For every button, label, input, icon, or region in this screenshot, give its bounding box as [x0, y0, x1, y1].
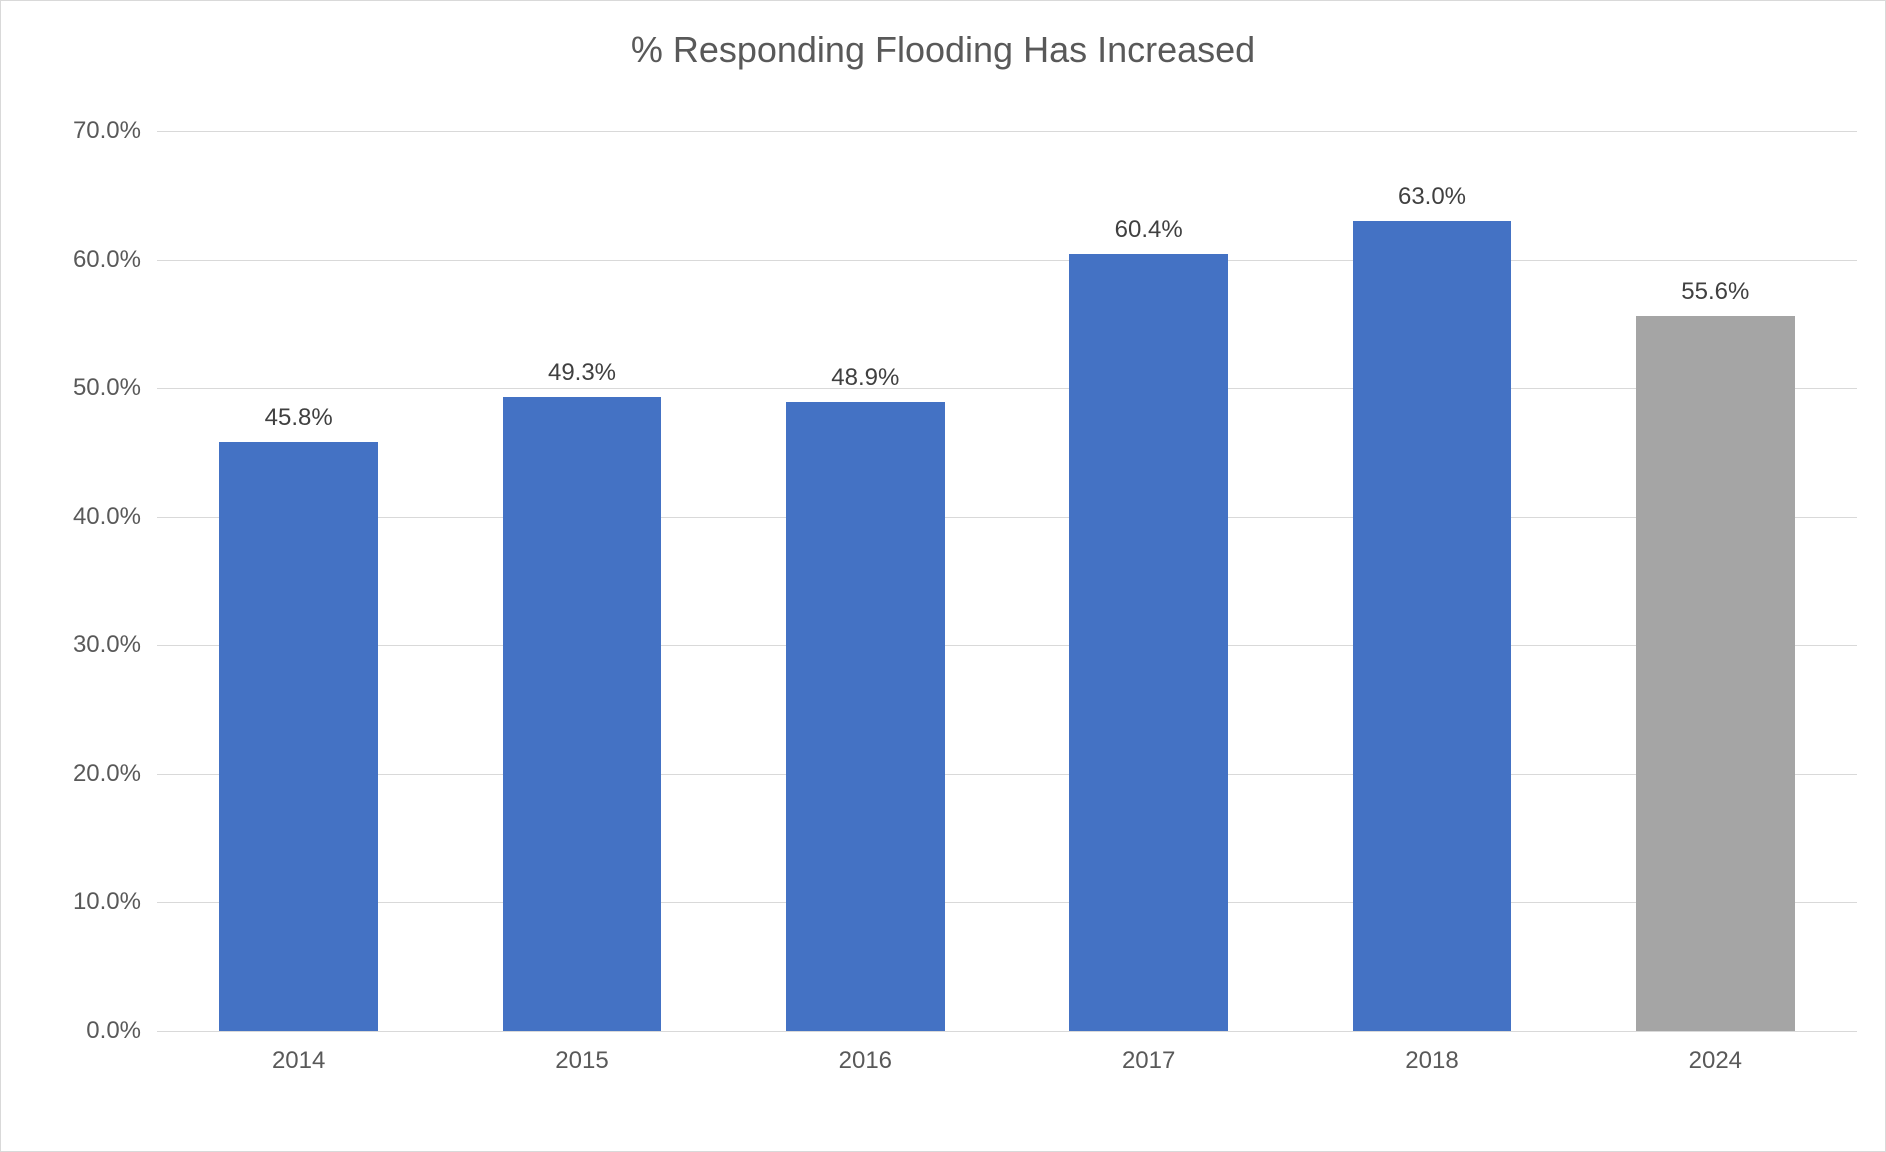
- bar: [503, 397, 662, 1031]
- gridline: [157, 774, 1857, 775]
- gridline: [157, 260, 1857, 261]
- bar-value-label: 60.4%: [1115, 216, 1183, 244]
- y-axis-tick-label: 40.0%: [1, 503, 141, 531]
- bar: [786, 402, 945, 1031]
- gridline: [157, 388, 1857, 389]
- y-axis-tick-label: 60.0%: [1, 246, 141, 274]
- bar-value-label: 55.6%: [1681, 278, 1749, 306]
- bar: [1069, 254, 1228, 1031]
- x-axis-tick-label: 2014: [272, 1047, 325, 1075]
- y-axis-tick-label: 50.0%: [1, 374, 141, 402]
- x-axis-tick-label: 2017: [1122, 1047, 1175, 1075]
- y-axis-tick-label: 0.0%: [1, 1017, 141, 1045]
- bar-value-label: 63.0%: [1398, 183, 1466, 211]
- gridline: [157, 517, 1857, 518]
- bar: [219, 442, 378, 1031]
- x-axis-tick-label: 2015: [555, 1047, 608, 1075]
- x-axis-tick-label: 2024: [1689, 1047, 1742, 1075]
- bar-value-label: 45.8%: [265, 404, 333, 432]
- gridline: [157, 902, 1857, 903]
- y-axis-tick-label: 30.0%: [1, 631, 141, 659]
- chart-container: % Responding Flooding Has Increased 45.8%…: [0, 0, 1886, 1152]
- gridline: [157, 645, 1857, 646]
- gridline: [157, 1031, 1857, 1032]
- plot-area: 45.8% 49.3% 48.9% 60.4% 63.0% 55.6%: [157, 131, 1857, 1031]
- x-axis-tick-label: 2018: [1405, 1047, 1458, 1075]
- bar: [1636, 316, 1795, 1031]
- bar-value-label: 49.3%: [548, 359, 616, 387]
- gridline: [157, 131, 1857, 132]
- x-axis-tick-label: 2016: [839, 1047, 892, 1075]
- chart-title: % Responding Flooding Has Increased: [1, 29, 1885, 71]
- bar-value-label: 48.9%: [831, 364, 899, 392]
- y-axis-tick-label: 70.0%: [1, 117, 141, 145]
- y-axis-tick-label: 10.0%: [1, 888, 141, 916]
- y-axis-tick-label: 20.0%: [1, 760, 141, 788]
- bar: [1353, 221, 1512, 1031]
